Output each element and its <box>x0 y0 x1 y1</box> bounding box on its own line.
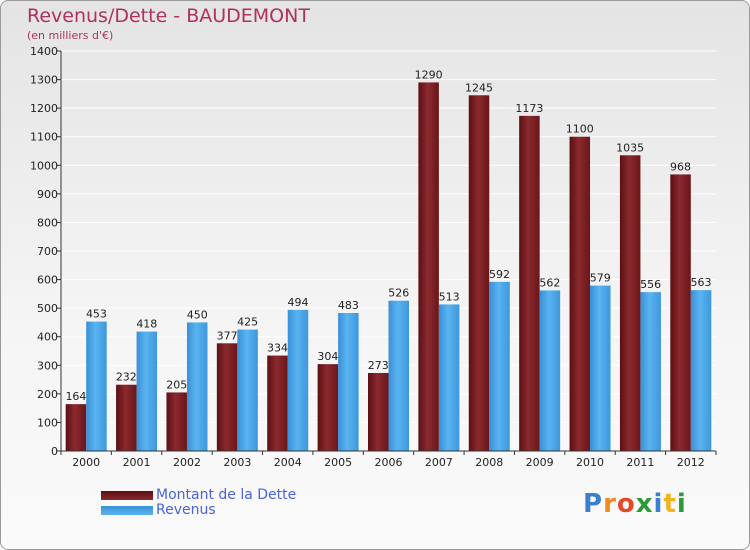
logo-letter: o <box>616 489 636 519</box>
bar-revenus <box>690 290 712 451</box>
logo-letter: t <box>663 489 677 519</box>
legend-swatch-dette <box>101 490 153 500</box>
data-label-dette: 304 <box>317 350 338 363</box>
bar-revenus <box>287 309 309 451</box>
y-tick-label: 500 <box>37 302 58 315</box>
y-tick-label: 600 <box>37 274 58 287</box>
x-tick-label: 2010 <box>576 456 604 469</box>
proxiti-logo: Proxiti <box>583 489 687 519</box>
bar-revenus <box>640 292 661 451</box>
data-label-dette: 164 <box>65 390 86 403</box>
y-tick-label: 0 <box>51 445 58 458</box>
bar-dette <box>569 136 591 451</box>
y-tick-label: 400 <box>37 331 58 344</box>
bar-dette <box>619 155 641 452</box>
x-tick-label: 2007 <box>425 456 453 469</box>
data-label-revenus: 563 <box>691 276 712 289</box>
x-tick-label: 2008 <box>475 456 503 469</box>
y-tick-label: 1200 <box>30 102 58 115</box>
data-label-dette: 968 <box>670 160 691 173</box>
y-tick-label: 800 <box>37 216 58 229</box>
y-tick-label: 200 <box>37 388 58 401</box>
legend-label-revenus: Revenus <box>156 502 216 518</box>
bar-dette <box>317 364 339 451</box>
bar-dette <box>166 392 187 451</box>
data-label-revenus: 526 <box>388 287 409 300</box>
legend-item-dette: Montant de la Dette <box>101 487 296 503</box>
bar-dette <box>670 174 691 451</box>
data-label-revenus: 450 <box>187 308 208 321</box>
data-label-revenus: 425 <box>237 316 258 329</box>
data-label-dette: 1035 <box>616 141 644 154</box>
data-label-revenus: 592 <box>489 268 510 281</box>
data-label-dette: 1173 <box>515 102 543 115</box>
data-label-dette: 205 <box>166 378 187 391</box>
x-tick-label: 2001 <box>123 456 151 469</box>
bar-dette <box>65 404 87 451</box>
bar-revenus <box>489 281 510 451</box>
bar-dette <box>418 82 439 451</box>
data-label-revenus: 513 <box>439 290 460 303</box>
data-label-revenus: 579 <box>590 272 611 285</box>
legend-swatch-revenus <box>101 505 153 515</box>
bar-dette <box>468 95 490 452</box>
y-tick-label: 1000 <box>30 159 58 172</box>
bar-revenus <box>186 322 208 451</box>
y-tick-label: 1300 <box>30 74 58 87</box>
data-label-revenus: 418 <box>136 318 157 331</box>
logo-letter: r <box>603 489 617 519</box>
x-tick-label: 2009 <box>526 456 554 469</box>
bar-dette <box>267 355 288 451</box>
bar-revenus <box>136 331 158 451</box>
data-label-revenus: 556 <box>640 278 661 291</box>
data-label-revenus: 562 <box>539 276 560 289</box>
logo-letter: x <box>635 489 654 519</box>
bar-revenus <box>86 321 107 451</box>
x-tick-label: 2012 <box>677 456 705 469</box>
legend-item-revenus: Revenus <box>101 502 216 518</box>
x-tick-label: 2004 <box>274 456 302 469</box>
bar-revenus <box>438 304 460 451</box>
y-tick-label: 100 <box>37 416 58 429</box>
data-label-revenus: 494 <box>287 296 308 309</box>
bar-dette <box>216 343 238 451</box>
bar-dette <box>519 115 540 451</box>
logo-letter: i <box>653 489 664 519</box>
x-tick-label: 2011 <box>626 456 654 469</box>
data-label-dette: 232 <box>116 371 137 384</box>
legend-label-dette: Montant de la Dette <box>156 487 297 503</box>
data-label-revenus: 483 <box>338 299 359 312</box>
x-tick-label: 2000 <box>72 456 100 469</box>
x-tick-label: 2005 <box>324 456 352 469</box>
x-tick-label: 2003 <box>223 456 251 469</box>
bar-revenus <box>338 313 359 451</box>
data-label-dette: 377 <box>217 329 238 342</box>
data-label-revenus: 453 <box>86 308 107 321</box>
x-tick-label: 2002 <box>173 456 201 469</box>
x-tick-label: 2006 <box>375 456 403 469</box>
bar-revenus <box>237 329 258 451</box>
bar-dette <box>368 373 389 451</box>
logo-letter: i <box>676 489 687 519</box>
bar-revenus <box>388 300 409 451</box>
data-label-dette: 334 <box>267 342 288 355</box>
y-tick-label: 1400 <box>30 45 58 58</box>
data-label-dette: 1290 <box>415 68 443 81</box>
bar-revenus <box>590 285 611 451</box>
chart-title: Revenus/Dette - BAUDEMONT <box>27 5 310 27</box>
chart-subtitle: (en milliers d'€) <box>27 29 114 42</box>
logo-letter: P <box>583 489 604 519</box>
y-tick-label: 300 <box>37 359 58 372</box>
y-tick-label: 900 <box>37 188 58 201</box>
y-tick-label: 700 <box>37 245 58 258</box>
y-tick-label: 1100 <box>30 131 58 144</box>
bar-dette <box>116 384 137 451</box>
data-label-dette: 1245 <box>465 81 493 94</box>
data-label-dette: 273 <box>368 359 389 372</box>
bar-revenus <box>539 290 561 451</box>
data-label-dette: 1100 <box>566 123 594 136</box>
